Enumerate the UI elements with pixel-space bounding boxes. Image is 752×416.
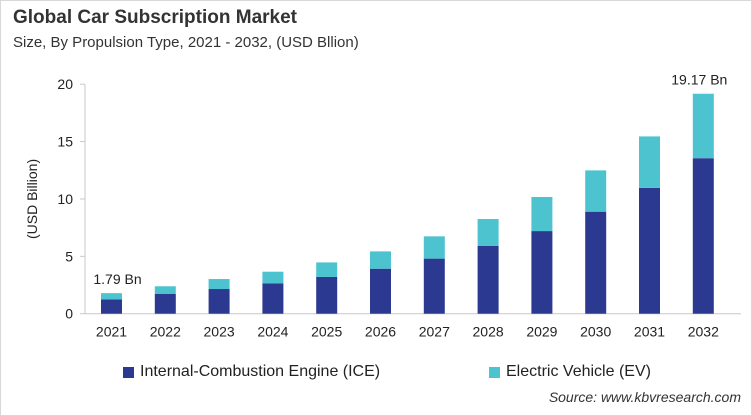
bar-ev-2029: [531, 196, 553, 232]
x-tick-label: 2022: [150, 324, 181, 340]
legend-item-ice: Internal-Combustion Engine (ICE): [123, 363, 380, 381]
x-tick-label: 2030: [580, 324, 611, 340]
x-tick-label: 2024: [257, 324, 288, 340]
x-tick-label: 2023: [204, 324, 235, 340]
bar-ice-2021: [101, 299, 122, 314]
y-tick-label: 15: [57, 134, 73, 150]
x-tick-label: 2025: [311, 324, 342, 340]
bar-ev-2027: [423, 236, 445, 259]
x-tick-label: 2028: [473, 324, 504, 340]
bar-ev-2022: [154, 286, 176, 294]
y-tick-label: 20: [57, 76, 73, 92]
bar-ev-2032: [692, 93, 714, 159]
y-tick-label: 5: [65, 248, 73, 264]
bar-ice-2029: [531, 231, 553, 314]
y-axis-label: (USD Billion): [24, 159, 40, 239]
bar-ice-2027: [423, 258, 445, 314]
bar-ev-2021: [101, 293, 122, 300]
x-tick-label: 2026: [365, 324, 396, 340]
bar-ev-2031: [639, 136, 660, 188]
x-tick-label: 2031: [634, 324, 665, 340]
legend-label-ev: Electric Vehicle (EV): [506, 363, 651, 380]
bar-ev-2023: [208, 279, 230, 290]
source-note: Source: www.kbvresearch.com: [548, 389, 741, 405]
legend-swatch-ev: [489, 366, 500, 378]
bar-ev-2030: [585, 170, 607, 212]
bar-ice-2022: [154, 293, 176, 314]
legend-swatch-ice: [123, 366, 134, 378]
bar-ice-2031: [639, 187, 660, 314]
bar-ev-2026: [370, 251, 391, 269]
bar-ice-2026: [370, 268, 391, 314]
chart-title: Global Car Subscription Market: [13, 7, 297, 28]
bar-ev-2024: [262, 271, 284, 284]
data-label-2021: 1.79 Bn: [93, 271, 141, 287]
bar-ice-2024: [262, 283, 284, 314]
bar-ice-2023: [208, 289, 230, 314]
x-tick-label: 2029: [526, 324, 557, 340]
bar-ice-2025: [316, 276, 338, 314]
legend-item-ev: Electric Vehicle (EV): [489, 363, 651, 381]
bar-ice-2032: [692, 158, 714, 314]
data-label-2032: 19.17 Bn: [671, 72, 727, 88]
chart-subtitle: Size, By Propulsion Type, 2021 - 2032, (…: [13, 34, 359, 51]
bar-ev-2025: [316, 262, 338, 277]
bar-ev-2028: [477, 219, 499, 246]
x-tick-label: 2027: [419, 324, 450, 340]
x-tick-label: 2021: [96, 324, 127, 340]
x-tick-label: 2032: [688, 324, 719, 340]
legend-label-ice: Internal-Combustion Engine (ICE): [140, 363, 381, 380]
y-tick-label: 0: [65, 306, 73, 322]
bar-ice-2030: [585, 211, 607, 314]
bar-ice-2028: [477, 245, 499, 314]
y-tick-label: 10: [57, 191, 73, 207]
